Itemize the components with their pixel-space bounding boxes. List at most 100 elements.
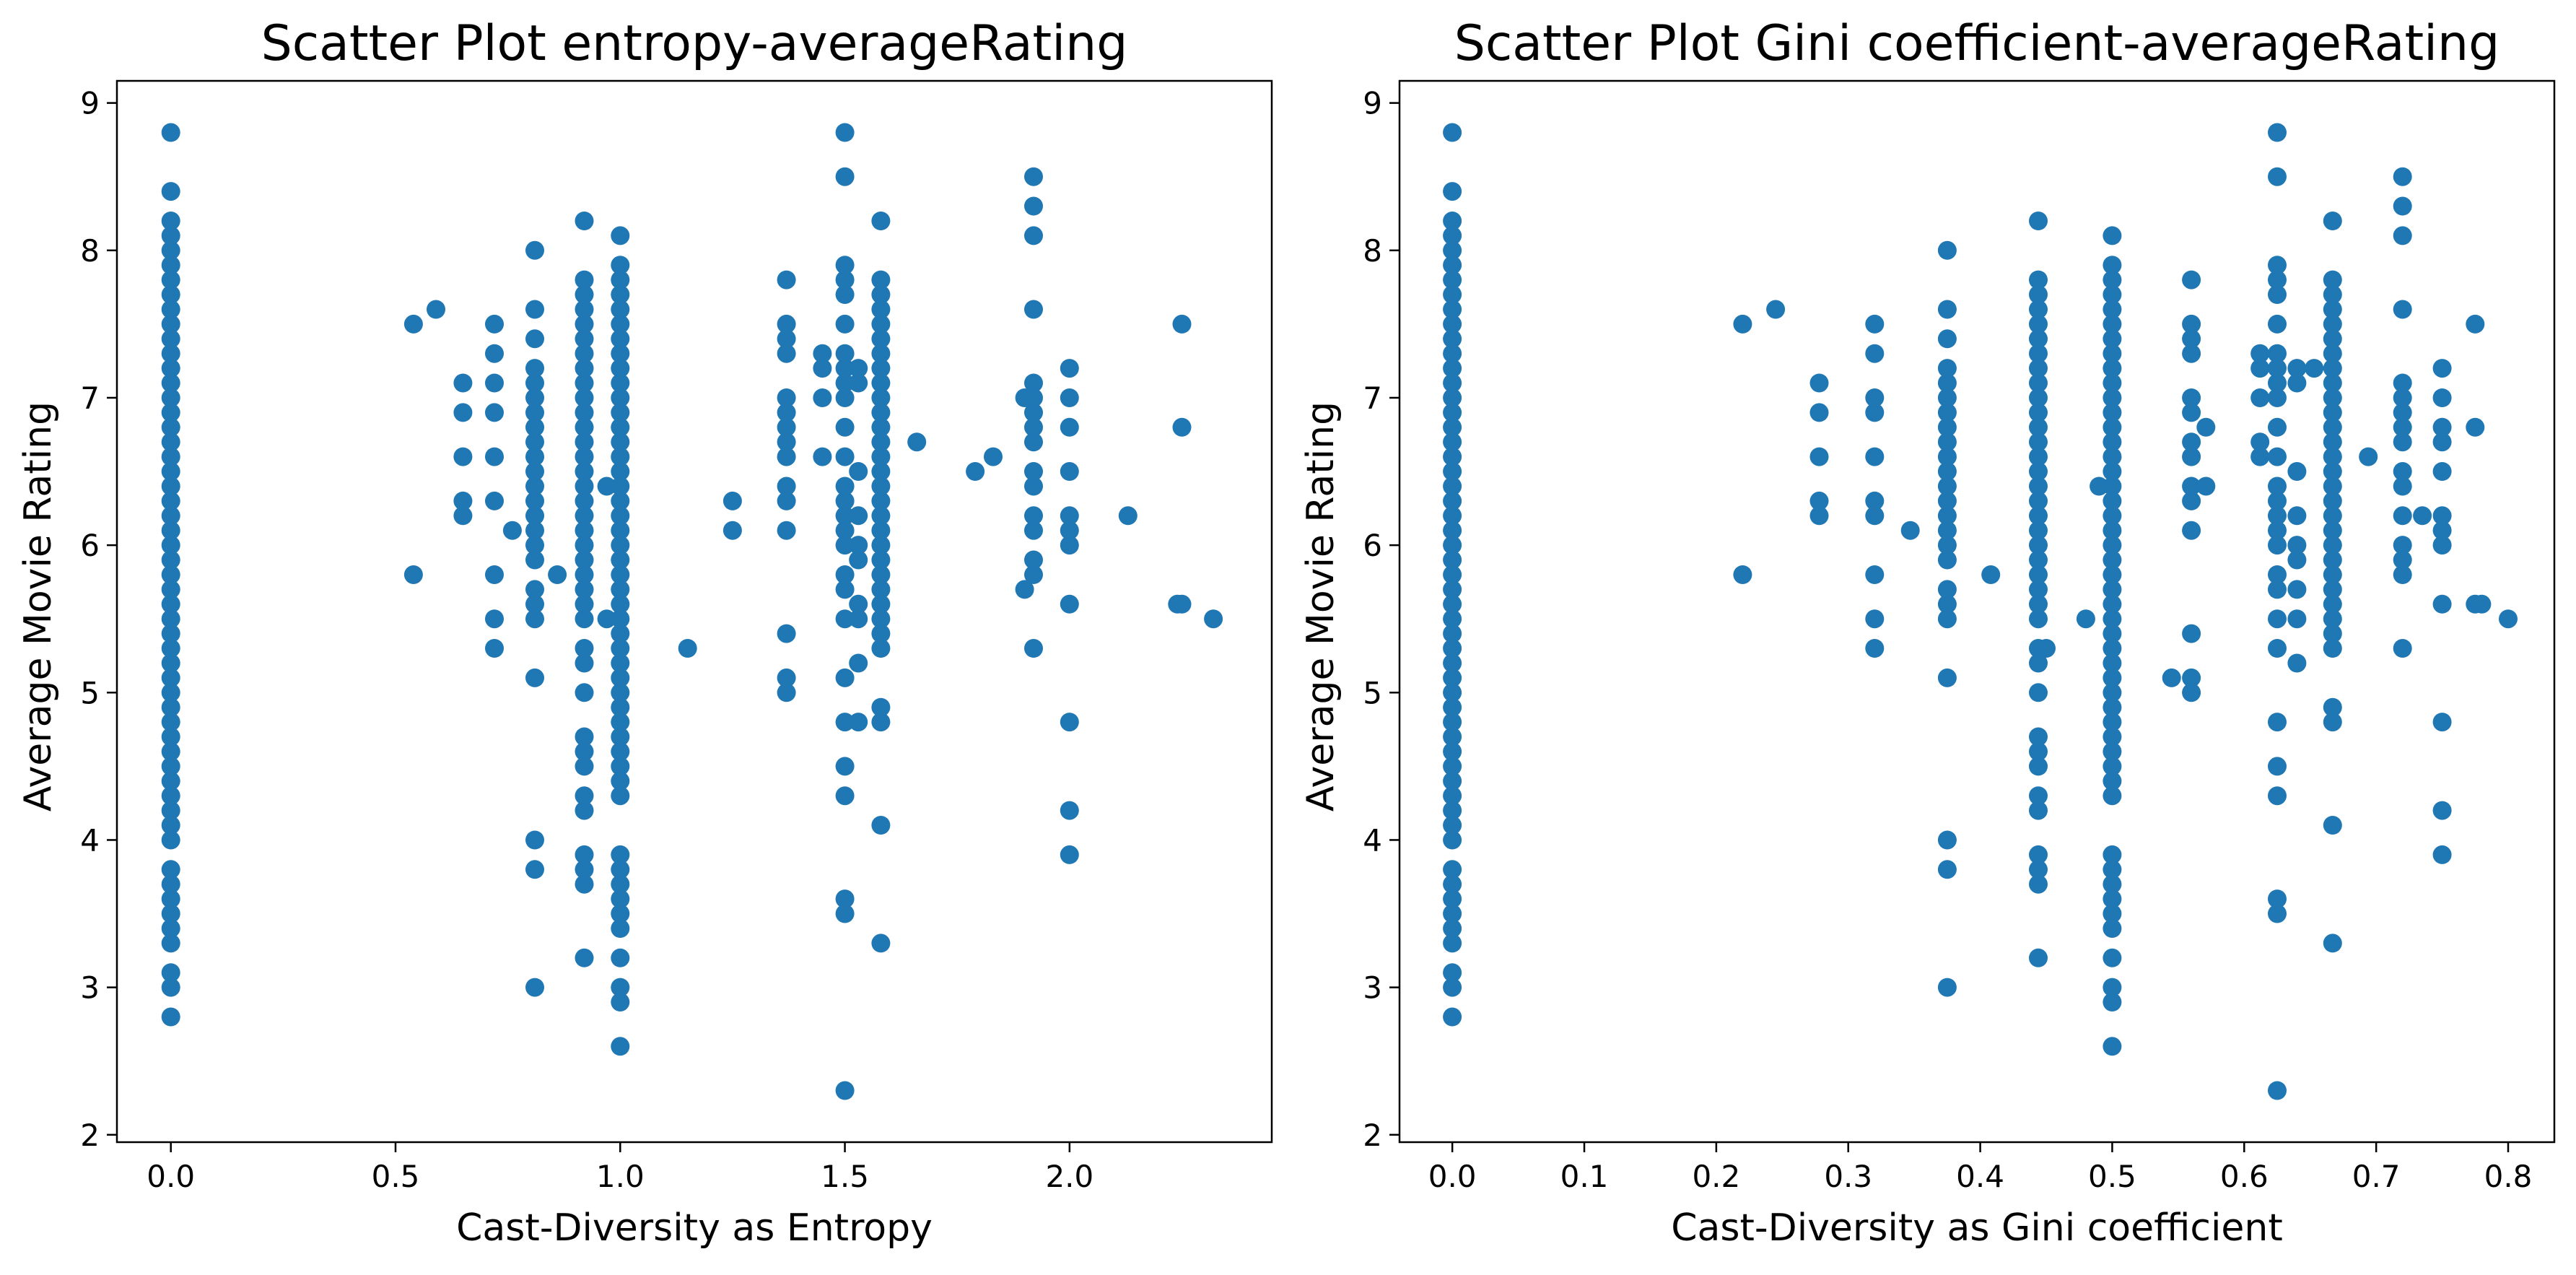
gini-point (1865, 491, 1885, 510)
entropy-point (1015, 580, 1034, 599)
gini-point (1766, 300, 1786, 319)
gini-point (1443, 123, 1462, 142)
entropy-point (161, 565, 180, 584)
entropy-plot-title: Scatter Plot entropy-averageRating (261, 15, 1128, 72)
entropy-y-tick-label: 2 (80, 1118, 100, 1153)
gini-point (2103, 948, 2122, 967)
entropy-point (1024, 167, 1043, 186)
entropy-point (575, 285, 594, 304)
entropy-point (575, 757, 594, 776)
gini-point (1443, 786, 1462, 806)
gini-x-tick-label: 0.7 (2352, 1159, 2401, 1194)
entropy-point (871, 270, 891, 290)
gini-point (1443, 300, 1462, 319)
entropy-y-ticks: 2 3 4 5 6 7 8 9 (80, 86, 117, 1153)
entropy-point (849, 536, 868, 555)
gini-point (1809, 373, 1829, 393)
entropy-point (575, 462, 594, 481)
entropy-point (161, 934, 180, 953)
entropy-point (161, 816, 180, 835)
gini-point (1809, 403, 1829, 422)
entropy-point (835, 786, 855, 806)
gini-point (2287, 506, 2307, 526)
entropy-point (575, 212, 594, 230)
gini-point (2029, 580, 2048, 599)
gini-point (2432, 801, 2452, 820)
gini-point (2103, 919, 2122, 938)
gini-point (2103, 300, 2122, 319)
gini-point (2103, 314, 2122, 334)
entropy-point (871, 417, 891, 437)
entropy-point (835, 1081, 855, 1100)
entropy-point (525, 432, 544, 452)
gini-point (2162, 668, 2181, 687)
entropy-point (1060, 359, 1079, 378)
entropy-point (777, 417, 796, 437)
entropy-point (871, 212, 891, 230)
entropy-point (485, 639, 504, 658)
gini-point (2029, 536, 2048, 555)
entropy-point (871, 359, 891, 378)
gini-point (2268, 786, 2287, 806)
entropy-point (161, 256, 180, 275)
entropy-point (611, 653, 630, 673)
entropy-point (502, 521, 522, 540)
gini-point (2432, 713, 2452, 732)
entropy-point (161, 919, 180, 938)
entropy-point (575, 270, 594, 290)
gini-point (2323, 344, 2342, 363)
gini-point (1443, 477, 1462, 496)
gini-point (2268, 713, 2287, 732)
entropy-point (575, 329, 594, 349)
gini-x-tick-label: 0.1 (1560, 1159, 1609, 1194)
gini-y-axis-label: Average Movie Rating (1299, 401, 1342, 811)
gini-point (2103, 565, 2122, 584)
gini-point (2432, 462, 2452, 481)
entropy-point (835, 565, 855, 584)
entropy-point (722, 521, 742, 540)
entropy-point (575, 683, 594, 702)
gini-point (2029, 417, 2048, 437)
gini-point (2393, 565, 2412, 584)
entropy-point (611, 550, 630, 570)
entropy-point (525, 536, 544, 555)
gini-point (1443, 860, 1462, 879)
entropy-point (777, 477, 796, 496)
entropy-point (611, 683, 630, 702)
gini-point (1937, 300, 1957, 319)
gini-point (2393, 388, 2412, 407)
gini-point (2268, 344, 2287, 363)
entropy-point (453, 447, 473, 466)
entropy-point (1172, 594, 1192, 614)
gini-point (2268, 477, 2287, 496)
entropy-point (453, 373, 473, 393)
gini-point (2323, 477, 2342, 496)
entropy-point (161, 432, 180, 452)
entropy-point (871, 314, 891, 334)
entropy-point (525, 388, 544, 407)
gini-point (2323, 521, 2342, 540)
gini-point (1937, 240, 1957, 260)
gini-y-tick-label: 5 (1363, 675, 1382, 710)
entropy-point (849, 462, 868, 481)
entropy-point (161, 639, 180, 658)
entropy-point (611, 506, 630, 526)
entropy-point (611, 329, 630, 349)
gini-point (2323, 624, 2342, 643)
gini-point (1865, 403, 1885, 422)
gini-point (2432, 506, 2452, 526)
gini-point (2103, 609, 2122, 629)
entropy-point (161, 462, 180, 481)
gini-point (2103, 580, 2122, 599)
entropy-point (161, 713, 180, 732)
gini-point (2037, 639, 2056, 658)
gini-point (1443, 329, 1462, 349)
gini-point (2182, 491, 2201, 510)
entropy-point (1024, 300, 1043, 319)
gini-point (2432, 417, 2452, 437)
entropy-point (427, 300, 445, 319)
gini-y-tick-label: 2 (1363, 1118, 1382, 1153)
gini-point (2432, 388, 2452, 407)
entropy-point (1024, 477, 1043, 496)
gini-point (2268, 167, 2287, 186)
